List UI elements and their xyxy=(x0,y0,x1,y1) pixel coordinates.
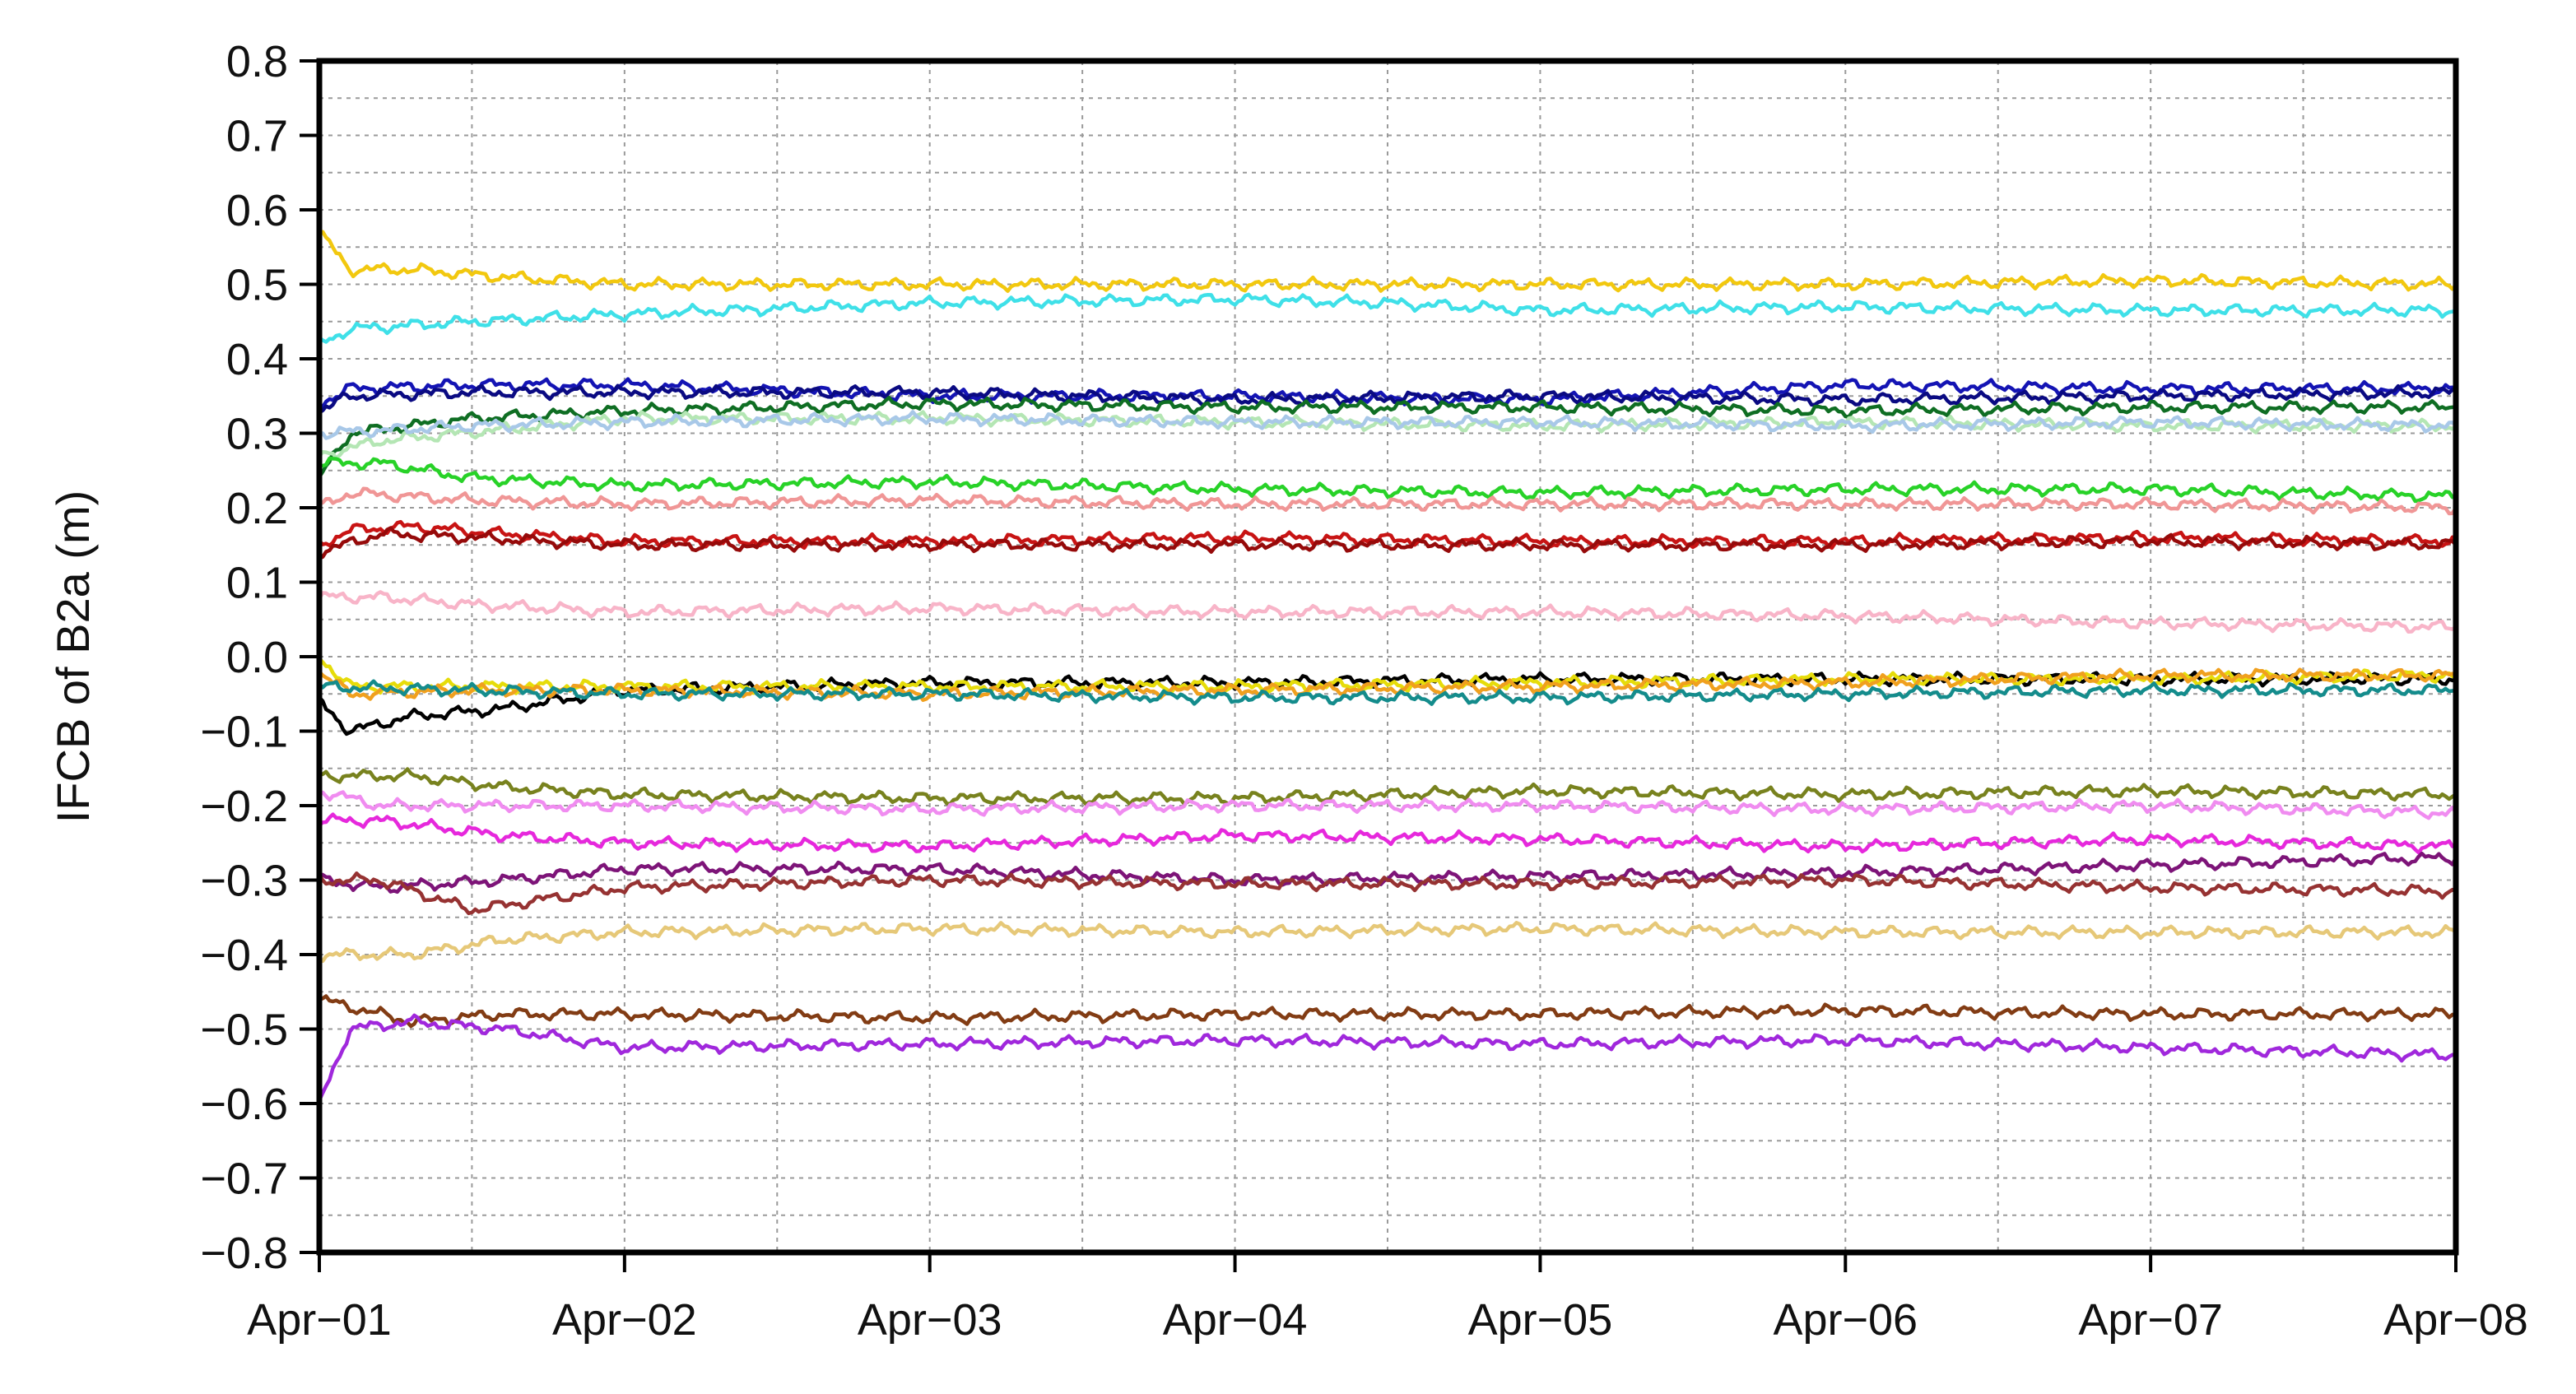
x-tick-label: Apr−04 xyxy=(1163,1295,1308,1345)
series-line-9 xyxy=(317,486,2458,516)
series-line-7 xyxy=(317,410,2458,440)
y-tick-label: 0.2 xyxy=(226,484,288,533)
y-tick-label: 0.0 xyxy=(226,633,288,682)
series-line-10 xyxy=(317,519,2458,551)
y-axis-title: IFCB of B2a (m) xyxy=(47,490,99,824)
series-line-19 xyxy=(317,812,2458,855)
x-tick-label: Apr−03 xyxy=(858,1295,1002,1345)
series-layer xyxy=(317,230,2458,1103)
y-tick-label: −0.1 xyxy=(200,708,288,757)
y-tick-label: 0.1 xyxy=(226,559,288,608)
series-line-1 xyxy=(317,230,2458,293)
label-layer: Apr−01 Apr−02 Apr−03 Apr−04 Apr−05 Apr−06 Apr−… xyxy=(200,37,2527,1345)
y-tick-label: 0.6 xyxy=(226,186,288,235)
x-tick-label: Apr−08 xyxy=(2383,1295,2528,1345)
series-line-24 xyxy=(317,1013,2458,1103)
series-line-12 xyxy=(317,590,2458,634)
y-tick-label: 0.5 xyxy=(226,261,288,310)
x-tick-label: Apr−06 xyxy=(1773,1295,1918,1345)
tick-layer xyxy=(300,59,2457,1272)
y-tick-label: −0.3 xyxy=(200,857,288,906)
y-tick-label: −0.7 xyxy=(200,1155,288,1204)
series-line-15 xyxy=(317,667,2458,702)
series-line-2 xyxy=(317,292,2458,344)
series-line-23 xyxy=(317,994,2458,1029)
y-tick-label: 0.7 xyxy=(226,112,288,161)
x-tick-label: Apr−02 xyxy=(552,1295,697,1345)
x-tick-label: Apr−05 xyxy=(1468,1295,1613,1345)
y-tick-label: −0.6 xyxy=(200,1080,288,1129)
series-line-17 xyxy=(317,767,2458,806)
series-line-8 xyxy=(317,456,2458,504)
y-tick-label: 0.8 xyxy=(226,37,288,86)
series-line-21 xyxy=(317,871,2458,916)
grid-layer xyxy=(319,61,2456,1252)
series-line-18 xyxy=(317,790,2458,820)
series-line-4 xyxy=(317,383,2458,415)
series-line-11 xyxy=(317,526,2458,560)
y-tick-label: −0.4 xyxy=(200,931,288,980)
series-line-22 xyxy=(317,921,2458,964)
x-tick-label: Apr−07 xyxy=(2078,1295,2223,1345)
y-tick-label: 0.3 xyxy=(226,410,288,459)
y-tick-label: −0.8 xyxy=(200,1229,288,1278)
y-tick-label: 0.4 xyxy=(226,335,288,384)
series-line-16 xyxy=(317,679,2458,706)
y-tick-label: −0.2 xyxy=(200,782,288,831)
series-line-5 xyxy=(317,395,2458,479)
y-tick-label: −0.5 xyxy=(200,1006,288,1055)
x-tick-label: Apr−01 xyxy=(247,1295,392,1345)
